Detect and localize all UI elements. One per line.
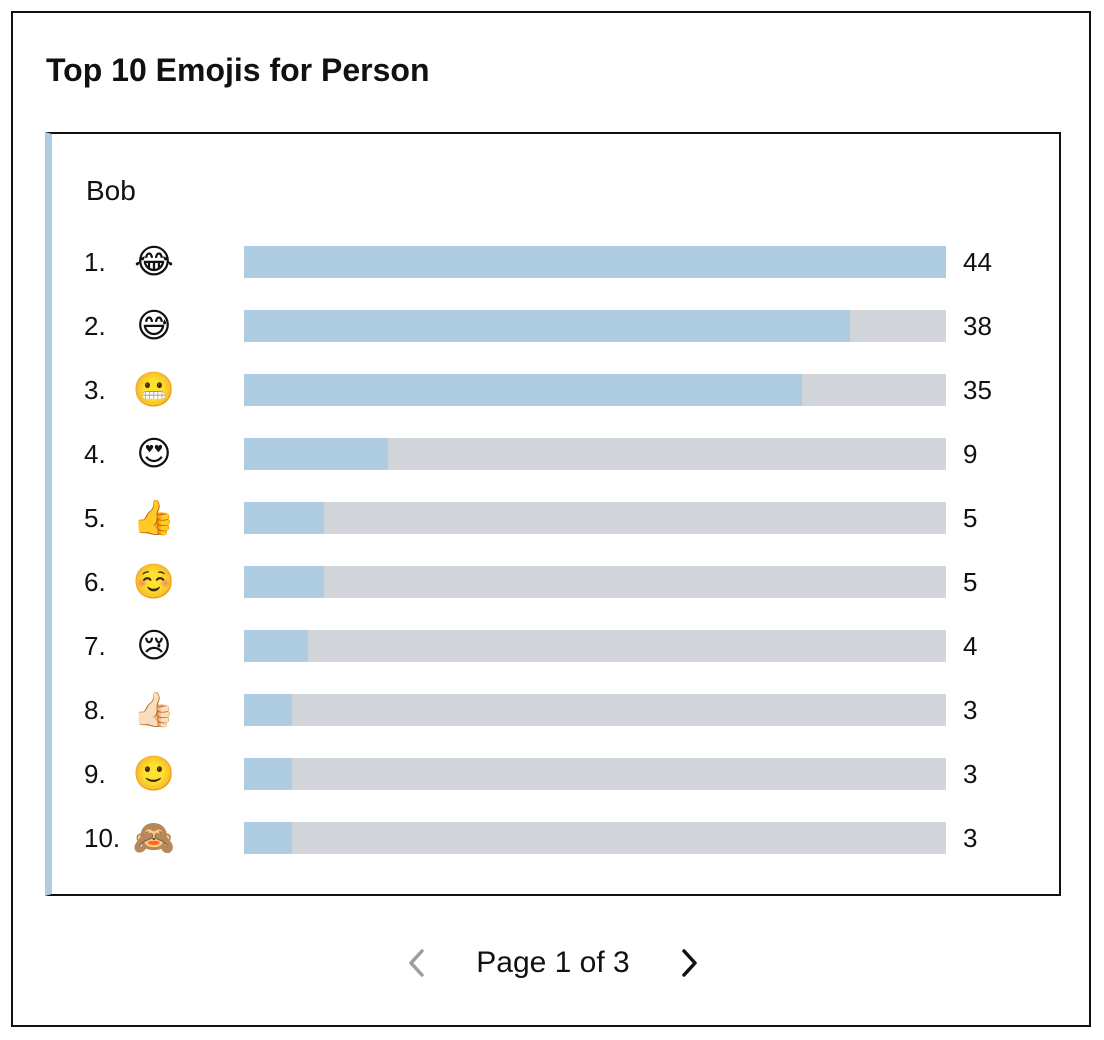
chevron-left-icon <box>409 949 424 977</box>
bar-track <box>244 822 946 854</box>
emoji-glyph: 👍 <box>132 498 176 538</box>
bar-fill <box>244 822 292 854</box>
emoji-count: 3 <box>963 695 978 725</box>
emoji-rank: 3. <box>84 375 106 405</box>
next-page-button[interactable] <box>669 943 709 983</box>
emoji-glyph: 😅 <box>136 306 172 346</box>
person-name: Bob <box>86 175 136 206</box>
emoji-rank: 2. <box>84 311 106 341</box>
emoji-count: 3 <box>963 759 978 789</box>
emoji-rank: 6. <box>84 567 106 597</box>
bar-track <box>244 630 946 662</box>
bar-fill <box>244 758 292 790</box>
emoji-count: 5 <box>963 503 978 533</box>
emoji-rank: 1. <box>84 247 106 277</box>
emoji-rank: 10. <box>84 823 121 853</box>
emoji-glyph: ☺️ <box>132 562 176 602</box>
emoji-row: 7. 😢 4 <box>52 622 1059 670</box>
emoji-glyph: 😬 <box>132 370 176 410</box>
previous-page-button[interactable] <box>397 943 437 983</box>
emoji-rank: 5. <box>84 503 106 533</box>
emoji-count: 5 <box>963 567 978 597</box>
bar-fill <box>244 694 292 726</box>
chevron-right-icon <box>682 949 697 977</box>
emoji-count: 38 <box>963 311 992 341</box>
emoji-glyph: 😍 <box>136 434 172 474</box>
emoji-row: 4. 😍 9 <box>52 430 1059 478</box>
bar-track <box>244 566 946 598</box>
bar-track <box>244 374 946 406</box>
emoji-rank: 4. <box>84 439 106 469</box>
emoji-row: 9. 🙂 3 <box>52 750 1059 798</box>
emoji-row: 1. 😂 44 <box>52 238 1059 286</box>
emoji-bar-chart: 1. 😂 44 2. 😅 38 3. 😬 35 4. 😍 9 5. 👍 5 6. ☺️ 5 7. 😢 4 8. 👍🏻 3 9. 🙂… <box>52 134 1059 894</box>
bar-fill <box>244 502 324 534</box>
bar-track <box>244 502 946 534</box>
emoji-glyph: 🙂 <box>132 754 176 794</box>
emoji-glyph: 😢 <box>136 626 172 666</box>
bar-track <box>244 310 946 342</box>
emoji-count: 44 <box>963 247 992 277</box>
emoji-glyph: 😂 <box>134 242 174 282</box>
bar-fill <box>244 630 308 662</box>
emoji-glyph: 🙈 <box>132 818 176 858</box>
emoji-count: 35 <box>963 375 992 405</box>
person-panel: Bob 1. 😂 44 2. 😅 38 3. 😬 35 4. 😍 9 5. 👍 5 6. ☺️ 5 7. 😢 4 8. 👍🏻… <box>45 132 1061 896</box>
emoji-count: 3 <box>963 823 978 853</box>
page-indicator: Page 1 of 3 <box>476 946 630 979</box>
pagination: Page 1 of 3 <box>13 937 1089 989</box>
bar-track <box>244 438 946 470</box>
emoji-rank: 7. <box>84 631 106 661</box>
emoji-count: 9 <box>963 439 978 469</box>
emoji-rank: 8. <box>84 695 106 725</box>
emoji-row: 5. 👍 5 <box>52 494 1059 542</box>
bar-track <box>244 758 946 790</box>
emoji-glyph: 👍🏻 <box>132 690 176 730</box>
bar-track <box>244 694 946 726</box>
emoji-row: 6. ☺️ 5 <box>52 558 1059 606</box>
emoji-row: 10. 🙈 3 <box>52 814 1059 862</box>
bar-track <box>244 246 946 278</box>
bar-fill <box>244 438 388 470</box>
bar-fill <box>244 310 851 342</box>
emoji-rank: 9. <box>84 759 106 789</box>
bar-fill <box>244 374 803 406</box>
card-title: Top 10 Emojis for Person <box>46 52 430 88</box>
emoji-count: 4 <box>963 631 978 661</box>
emoji-card: Top 10 Emojis for Person Bob 1. 😂 44 2. 😅 38 3… <box>11 11 1091 1027</box>
emoji-row: 3. 😬 35 <box>52 366 1059 414</box>
bar-fill <box>244 246 946 278</box>
emoji-row: 2. 😅 38 <box>52 302 1059 350</box>
emoji-row: 8. 👍🏻 3 <box>52 686 1059 734</box>
bar-fill <box>244 566 324 598</box>
